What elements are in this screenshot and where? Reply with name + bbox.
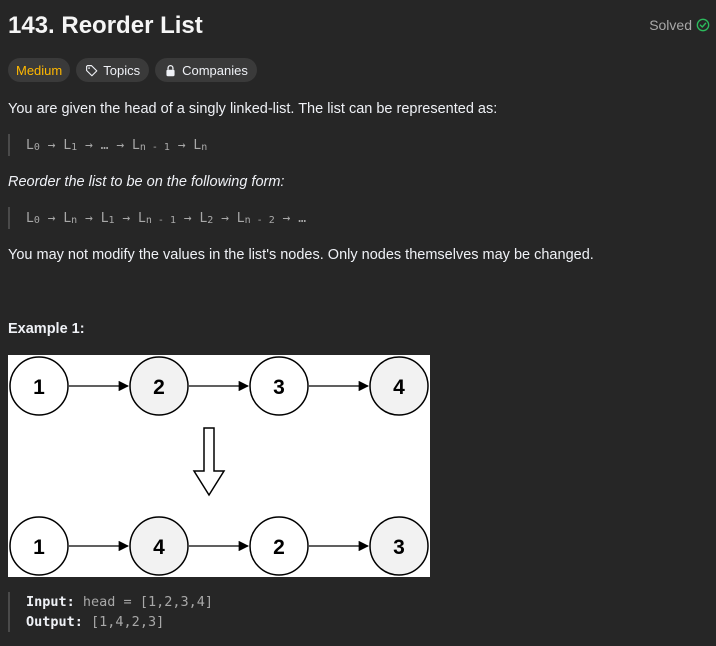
- difficulty-badge: Medium: [8, 58, 71, 82]
- list-node: 4: [129, 516, 189, 576]
- formula-subscript: 1: [108, 214, 115, 226]
- svg-text:3: 3: [393, 536, 405, 559]
- companies-label: Companies: [182, 62, 248, 78]
- solved-status: Solved: [649, 17, 710, 33]
- reorder-text: Reorder the list to be on the following …: [8, 174, 285, 190]
- formula-part: →: [77, 210, 101, 226]
- input-line: Input: head = [1,2,3,4]: [26, 592, 213, 612]
- list-node: 1: [9, 356, 69, 416]
- formula-part: L: [193, 137, 202, 153]
- formula-part: →: [213, 210, 237, 226]
- formula-part: L: [132, 137, 140, 153]
- input-label: Input:: [26, 594, 75, 610]
- formula-part: →: [114, 210, 139, 226]
- formula-subscript: 0: [33, 141, 40, 153]
- formula-subscript: n - 1: [145, 214, 176, 226]
- output-label: Output:: [26, 614, 83, 630]
- formula-part: L: [26, 210, 34, 226]
- formula-part: L: [100, 210, 109, 226]
- formula-part: L: [26, 137, 34, 153]
- list-node: 2: [249, 516, 309, 576]
- example-heading: Example 1:: [8, 321, 85, 337]
- formula-part: L: [236, 210, 245, 226]
- formula-part: →: [169, 137, 194, 153]
- formula-part: → …: [274, 210, 307, 226]
- list-node: 3: [249, 356, 309, 416]
- formula-part: L: [63, 210, 72, 226]
- topics-label: Topics: [103, 62, 141, 78]
- formula-part: →: [39, 137, 64, 153]
- formula-subscript: n: [71, 214, 78, 226]
- check-circle-icon: [696, 18, 710, 32]
- formula-subscript: 0: [33, 214, 40, 226]
- linked-list-diagram: 1 2 3 4 1 4 2 3: [8, 355, 430, 577]
- svg-text:2: 2: [273, 536, 285, 559]
- formula-part: L: [63, 137, 72, 153]
- page-title: 143. Reorder List: [8, 12, 203, 39]
- intro-text: You are given the head of a singly linke…: [8, 101, 498, 117]
- formula-subscript: n - 1: [139, 141, 170, 153]
- list-node: 4: [369, 356, 429, 416]
- formula-part: → … →: [77, 137, 132, 153]
- list-node: 2: [129, 356, 189, 416]
- svg-text:1: 1: [33, 376, 45, 399]
- output-value: [1,4,2,3]: [91, 614, 165, 630]
- svg-text:3: 3: [273, 376, 285, 399]
- companies-button[interactable]: Companies: [155, 58, 257, 82]
- list-node: 3: [369, 516, 429, 576]
- topics-button[interactable]: Topics: [76, 58, 150, 82]
- input-value: head = [1,2,3,4]: [82, 594, 213, 610]
- solved-label: Solved: [649, 17, 692, 33]
- svg-text:1: 1: [33, 536, 45, 559]
- tag-icon: [86, 64, 98, 76]
- constraint-text: You may not modify the values in the lis…: [8, 247, 594, 263]
- formula-part: L: [138, 210, 146, 226]
- formula-part: →: [175, 210, 200, 226]
- formula-part: →: [39, 210, 64, 226]
- formula-subscript: 2: [207, 214, 214, 226]
- formula-subscript: 1: [71, 141, 78, 153]
- output-line: Output: [1,4,2,3]: [26, 612, 213, 632]
- svg-text:2: 2: [153, 376, 165, 399]
- svg-text:4: 4: [153, 536, 165, 559]
- formula-subscript: n - 2: [244, 214, 275, 226]
- list-node: 1: [9, 516, 69, 576]
- lock-icon: [166, 64, 175, 76]
- svg-text:4: 4: [393, 376, 405, 399]
- formula-part: L: [199, 210, 208, 226]
- diagram-top-row: 1 2 3 4: [9, 356, 429, 416]
- diagram-bottom-row: 1 4 2 3: [9, 516, 429, 576]
- down-arrow-icon: [192, 427, 226, 497]
- formula-subscript: n: [201, 141, 208, 153]
- tag-bar: Medium Topics Companies: [8, 58, 257, 82]
- example-io-block: Input: head = [1,2,3,4] Output: [1,4,2,3…: [8, 592, 213, 632]
